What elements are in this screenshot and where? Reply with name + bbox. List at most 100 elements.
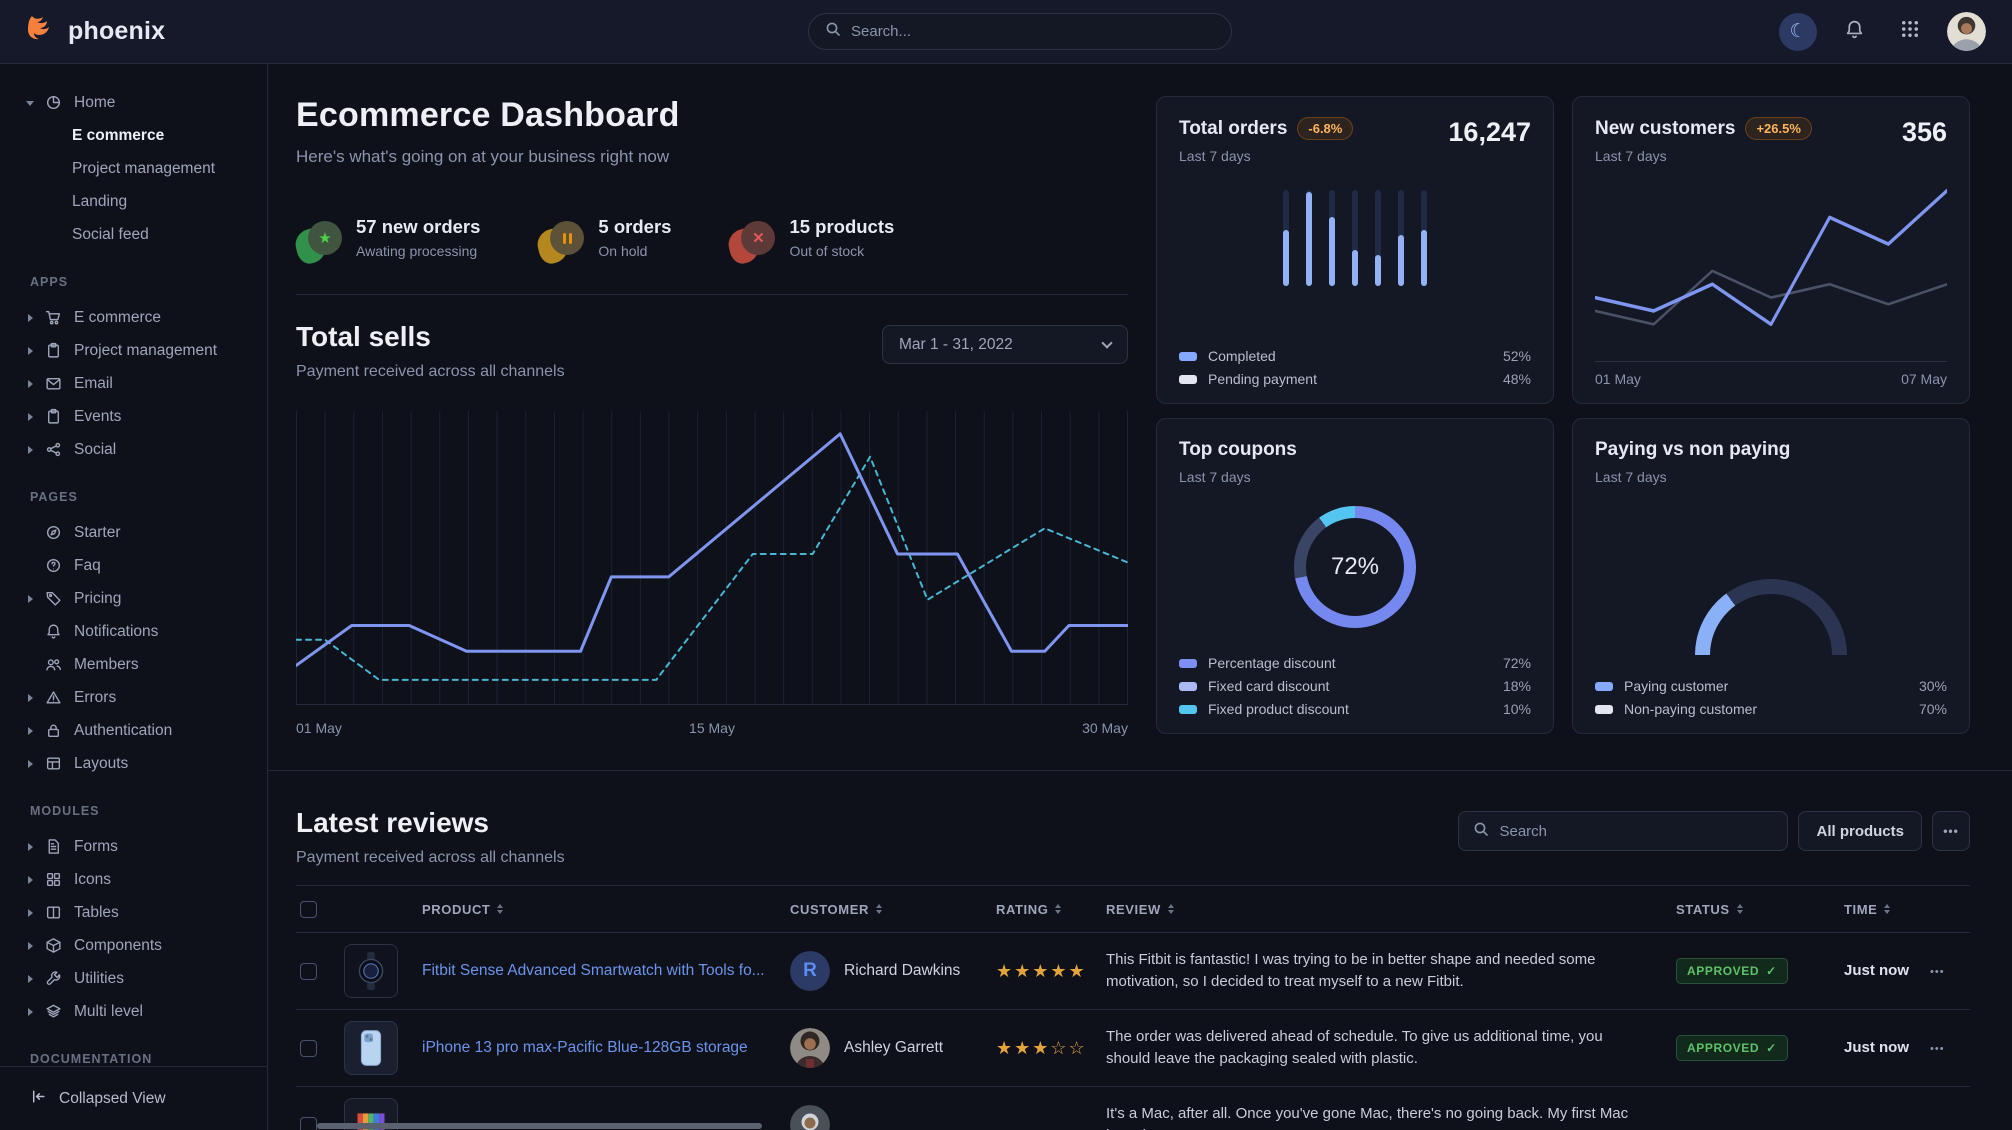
sidebar-item-label: Home xyxy=(74,93,116,111)
product-link[interactable]: iPhone 13 pro max-Pacific Blue-128GB sto… xyxy=(422,1039,748,1056)
sidebar-item-tables[interactable]: Tables xyxy=(22,896,253,929)
theme-toggle-button[interactable]: ☾ xyxy=(1779,12,1817,51)
stat-awating-processing: ★ 57 new orders Awating processing xyxy=(292,211,480,267)
brand[interactable]: phoenix xyxy=(26,13,165,51)
stat-text: 15 products Out of stock xyxy=(789,216,894,259)
customer-cell xyxy=(790,1105,996,1130)
sidebar-item-events[interactable]: Events xyxy=(22,400,253,433)
sidebar-item-label: Notifications xyxy=(74,622,159,640)
reviews-search[interactable] xyxy=(1458,811,1789,851)
paying-card: Paying vs non paying Last 7 days Paying … xyxy=(1572,418,1970,734)
reviews-more-button[interactable]: ••• xyxy=(1932,811,1970,851)
search-icon xyxy=(825,21,841,42)
column-header-customer[interactable]: CUSTOMER xyxy=(790,902,996,917)
sidebar-item-layouts[interactable]: Layouts xyxy=(22,747,253,780)
column-header-rating[interactable]: RATING xyxy=(996,902,1106,917)
customer-avatar xyxy=(790,1028,830,1068)
tag-icon xyxy=(40,590,66,607)
order-bar xyxy=(1398,190,1404,286)
sidebar-item-label: Social xyxy=(74,440,117,458)
card-title: Top coupons xyxy=(1179,439,1297,460)
sidebar-sub-social-feed[interactable]: Social feed xyxy=(72,225,149,243)
legend-row-paying-customer: Paying customer 30% xyxy=(1595,678,1947,694)
sidebar-item-starter[interactable]: Starter xyxy=(22,516,253,549)
legend-value: 70% xyxy=(1918,701,1947,717)
product-link[interactable]: Fitbit Sense Advanced Smartwatch with To… xyxy=(422,962,765,979)
search-icon xyxy=(1473,821,1489,842)
legend-row-percentage-discount: Percentage discount 72% xyxy=(1179,655,1531,671)
sidebar-item-forms[interactable]: Forms xyxy=(22,830,253,863)
sort-icon xyxy=(1167,903,1174,915)
sidebar-item-notifications[interactable]: Notifications xyxy=(22,615,253,648)
columns-icon xyxy=(40,904,66,921)
x-tick: 30 May xyxy=(1082,720,1128,736)
order-bar xyxy=(1352,190,1358,286)
sidebar-item-components[interactable]: Components xyxy=(22,929,253,962)
legend-label: Non-paying customer xyxy=(1624,701,1758,717)
sidebar-item-label: Utilities xyxy=(74,969,124,987)
reviews-table: PRODUCT CUSTOMER RATING REVIEW STATUS TIME Fi… xyxy=(296,885,1970,1130)
notifications-button[interactable] xyxy=(1835,13,1873,51)
sidebar-item-pricing[interactable]: Pricing xyxy=(22,582,253,615)
sidebar-item-home[interactable]: Home xyxy=(22,86,253,119)
apps-menu-button[interactable] xyxy=(1891,13,1929,51)
sidebar-item-multi-level[interactable]: Multi level xyxy=(22,995,253,1028)
sidebar-item-faq[interactable]: Faq xyxy=(22,549,253,582)
layers-icon xyxy=(40,1003,66,1020)
sidebar-item-authentication[interactable]: Authentication xyxy=(22,714,253,747)
global-search[interactable] xyxy=(808,13,1232,50)
column-header-review[interactable]: REVIEW xyxy=(1106,902,1676,917)
sidebar-item-members[interactable]: Members xyxy=(22,648,253,681)
search-input[interactable] xyxy=(851,23,1215,40)
column-header-product[interactable]: PRODUCT xyxy=(422,902,790,917)
legend-label: Pending payment xyxy=(1208,371,1317,387)
column-header-time[interactable]: TIME xyxy=(1844,902,1930,917)
sidebar-item-errors[interactable]: Errors xyxy=(22,681,253,714)
reviews-search-input[interactable] xyxy=(1499,822,1774,840)
apps-grid-icon xyxy=(1900,19,1920,44)
compass-icon xyxy=(40,524,66,541)
user-avatar[interactable] xyxy=(1947,12,1986,51)
product-cell: Fitbit Sense Advanced Smartwatch with To… xyxy=(422,962,790,980)
sidebar-item-project-management[interactable]: Project management xyxy=(22,334,253,367)
checkbox-cell xyxy=(300,962,344,980)
sort-icon xyxy=(497,903,504,915)
legend-label: Paying customer xyxy=(1624,678,1729,694)
sort-icon xyxy=(1055,903,1062,915)
more-cell: ••• xyxy=(1930,962,1962,980)
coupons-legend: Percentage discount 72% Fixed card discoun… xyxy=(1179,648,1531,717)
select-all-checkbox[interactable] xyxy=(300,900,317,918)
checkbox-cell xyxy=(300,1116,344,1130)
sidebar-item-social[interactable]: Social xyxy=(22,433,253,466)
paying-gauge-chart xyxy=(1695,579,1847,657)
order-bar-fill xyxy=(1352,249,1358,286)
caret-right-icon xyxy=(22,843,38,851)
row-checkbox[interactable] xyxy=(300,1116,317,1130)
row-checkbox[interactable] xyxy=(300,962,317,980)
legend-value: 48% xyxy=(1502,371,1531,387)
collapse-view-button[interactable]: Collapsed View xyxy=(0,1066,267,1130)
top-navbar: phoenix ☾ xyxy=(0,0,2012,64)
row-more-button[interactable]: ••• xyxy=(1930,1043,1945,1055)
all-products-button[interactable]: All products xyxy=(1798,811,1922,851)
row-checkbox[interactable] xyxy=(300,1039,317,1057)
row-more-button[interactable]: ••• xyxy=(1930,966,1945,978)
checkbox-cell xyxy=(300,1039,344,1057)
sort-up xyxy=(1167,903,1174,908)
sidebar-section-label: APPS xyxy=(30,275,69,289)
sidebar-sub-e-commerce[interactable]: E commerce xyxy=(72,126,165,144)
page-subtitle: Here's what's going on at your business … xyxy=(296,147,670,166)
sidebar-item-icons[interactable]: Icons xyxy=(22,863,253,896)
sidebar-item-utilities[interactable]: Utilities xyxy=(22,962,253,995)
card-title: New customers xyxy=(1595,117,1736,139)
sort-down xyxy=(875,910,882,915)
sidebar-item-label: Members xyxy=(74,655,139,673)
sidebar-item-email[interactable]: Email xyxy=(22,367,253,400)
date-range-select[interactable]: Mar 1 - 31, 2022 xyxy=(882,325,1128,364)
horizontal-scrollbar-thumb[interactable] xyxy=(317,1123,762,1129)
sidebar-sub-landing[interactable]: Landing xyxy=(72,192,128,210)
column-header-status[interactable]: STATUS xyxy=(1676,902,1844,917)
sidebar-sub-project-management[interactable]: Project management xyxy=(72,159,216,177)
sidebar-item-e-commerce[interactable]: E commerce xyxy=(22,301,253,334)
sidebar-section-label: MODULES xyxy=(30,804,100,818)
